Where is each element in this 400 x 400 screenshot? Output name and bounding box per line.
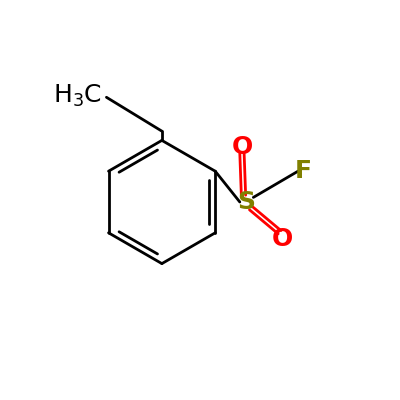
- Text: O: O: [271, 227, 293, 251]
- Text: F: F: [295, 159, 312, 183]
- Text: S: S: [238, 190, 256, 214]
- Text: H$_3$C: H$_3$C: [53, 83, 102, 109]
- Text: O: O: [231, 134, 252, 158]
